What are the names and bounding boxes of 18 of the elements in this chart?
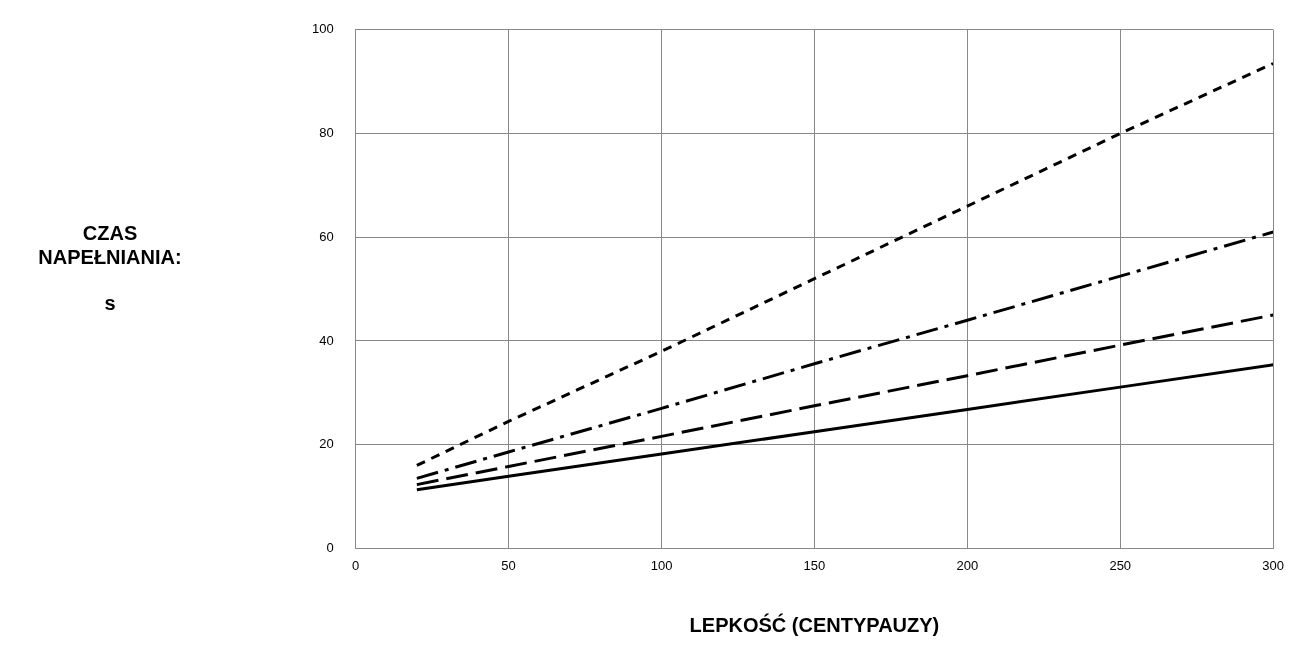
x-tick-label: 0 bbox=[352, 557, 360, 573]
x-tick-label: 300 bbox=[1262, 557, 1285, 573]
x-tick-label: 250 bbox=[1109, 557, 1132, 573]
x-tick-label: 50 bbox=[501, 557, 516, 573]
y-tick-label: 100 bbox=[311, 21, 334, 37]
x-tick-label: 150 bbox=[803, 557, 826, 573]
y-tick-label: 80 bbox=[319, 125, 334, 141]
text: CZAS NAPEŁNIANIA: s bbox=[38, 221, 182, 314]
x-tick-label: 100 bbox=[650, 557, 673, 573]
y-tick-label: 0 bbox=[326, 539, 334, 555]
line-series bbox=[415, 230, 1274, 480]
y-tick-label: 40 bbox=[319, 332, 334, 348]
y-tick-label: 60 bbox=[319, 228, 334, 244]
x-tick-label: 200 bbox=[956, 557, 979, 573]
x-axis-title: LEPKOŚĆ (CENTYPAUZY) bbox=[689, 612, 940, 636]
y-tick-label: 20 bbox=[319, 436, 334, 452]
line-series bbox=[415, 62, 1274, 467]
line-series bbox=[415, 313, 1274, 487]
